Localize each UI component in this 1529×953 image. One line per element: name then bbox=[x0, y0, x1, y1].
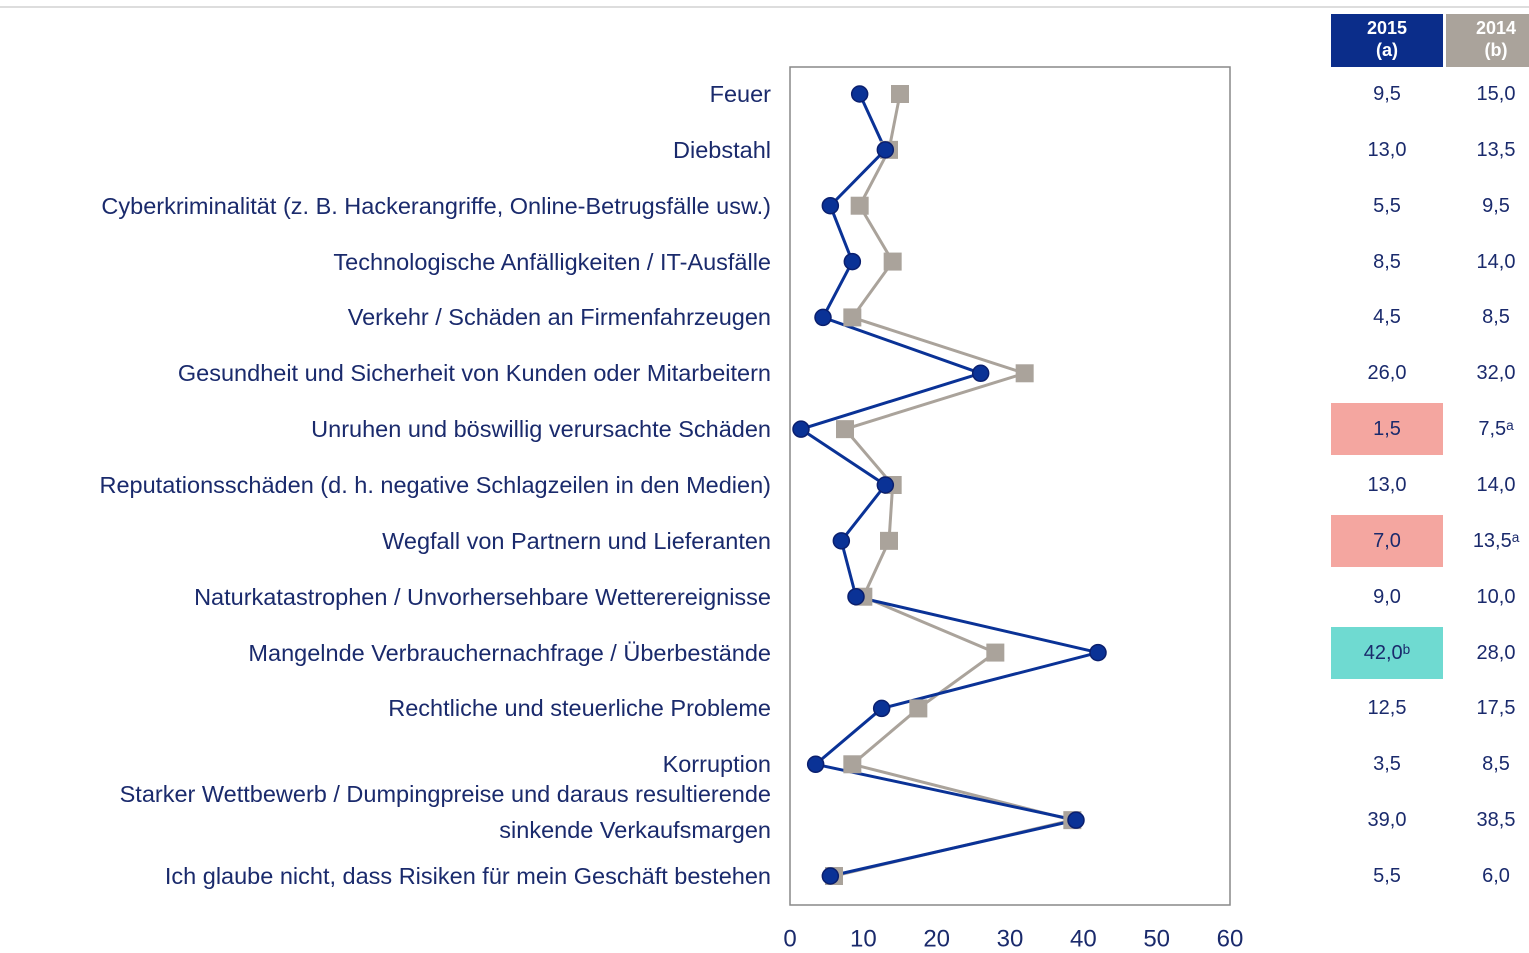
marker bbox=[836, 420, 854, 439]
value-cell: 42,0ᵇ bbox=[1331, 626, 1443, 679]
marker bbox=[821, 196, 840, 215]
marker bbox=[843, 252, 862, 271]
header-sub: (b) bbox=[1484, 40, 1508, 60]
category-label: Ich glaube nicht, dass Risiken für mein … bbox=[164, 863, 771, 889]
value-cell: 8,5 bbox=[1373, 250, 1401, 273]
marker bbox=[1067, 811, 1085, 829]
value-cell: 1,5 bbox=[1331, 403, 1443, 456]
value-cell: 12,5 bbox=[1367, 697, 1407, 720]
value-cell: 32,0 bbox=[1476, 362, 1516, 385]
value-cell: 14,0 bbox=[1476, 474, 1516, 496]
category-label: Naturkatastrophen / Unvorhersehbare Wett… bbox=[194, 583, 771, 610]
plot-frame bbox=[789, 66, 1231, 906]
category-label: Unruhen und böswillig verursachte Schäde… bbox=[311, 416, 771, 443]
marker bbox=[872, 699, 891, 718]
marker bbox=[806, 755, 825, 774]
marker bbox=[880, 531, 898, 550]
series-line bbox=[833, 93, 1073, 878]
category-label: Cyberkriminalität (z. B. Hackerangriffe,… bbox=[101, 192, 771, 219]
marker bbox=[883, 252, 902, 271]
marker bbox=[792, 420, 810, 438]
value-cell: 9,0 bbox=[1373, 585, 1401, 608]
marker bbox=[876, 141, 895, 159]
x-tick-label: 50 bbox=[1143, 925, 1170, 952]
marker bbox=[814, 308, 832, 327]
x-tick-label: 30 bbox=[997, 925, 1024, 952]
value-cell: 38,5 bbox=[1476, 809, 1516, 832]
value-cell: 5,5 bbox=[1373, 194, 1401, 217]
value-cell: 4,5 bbox=[1373, 306, 1401, 329]
x-tick-label: 60 bbox=[1217, 925, 1244, 952]
value-cell: 8,5 bbox=[1482, 753, 1510, 776]
category-label: Diebstahl bbox=[673, 136, 771, 163]
column-header: 2015 (a) bbox=[1331, 14, 1443, 67]
marker bbox=[986, 643, 1005, 662]
marker bbox=[850, 196, 869, 215]
value-cell: 39,0 bbox=[1367, 809, 1407, 832]
value-cell: 9,5 bbox=[1373, 83, 1401, 105]
x-tick-label: 0 bbox=[783, 925, 796, 952]
header-name: 2014 bbox=[1475, 18, 1517, 38]
marker bbox=[971, 364, 990, 383]
value-cell: 9,5 bbox=[1482, 194, 1510, 217]
category-label: Starker Wettbewerb / Dumpingpreise und d… bbox=[119, 781, 771, 844]
marker bbox=[1015, 364, 1034, 383]
category-label: Technologische Anfälligkeiten / IT-Ausfä… bbox=[333, 248, 771, 275]
value-cell: 7,0 bbox=[1331, 514, 1443, 567]
category-label: Mangelnde Verbrauchernachfrage / Überbes… bbox=[248, 639, 771, 666]
value-cell: 13,0 bbox=[1367, 138, 1407, 161]
value-cell: 7,5ᵃ bbox=[1478, 418, 1514, 441]
value-cell: 5,5 bbox=[1373, 865, 1401, 887]
x-tick-label: 20 bbox=[923, 925, 950, 952]
x-tick-label: 40 bbox=[1070, 925, 1097, 952]
category-label: Wegfall von Partnern und Lieferanten bbox=[382, 527, 771, 554]
header-sub: (a) bbox=[1376, 40, 1398, 60]
header-name: 2015 bbox=[1366, 18, 1408, 38]
value-cell: 3,5 bbox=[1373, 753, 1401, 776]
column-header: 2014 (b) bbox=[1446, 14, 1529, 67]
marker bbox=[876, 476, 895, 494]
value-cell: 13,5ᵃ bbox=[1472, 529, 1520, 552]
value-cell: 8,5 bbox=[1482, 306, 1510, 329]
x-tick-label: 10 bbox=[850, 925, 877, 952]
marker bbox=[1089, 643, 1107, 662]
marker bbox=[821, 867, 840, 885]
category-label: Reputationsschäden (d. h. negative Schla… bbox=[99, 472, 772, 498]
category-label: Rechtliche und steuerliche Probleme bbox=[388, 695, 771, 722]
value-cell: 15,0 bbox=[1476, 83, 1516, 105]
value-cell: 13,0 bbox=[1367, 474, 1407, 496]
category-label: Verkehr / Schäden an Firmenfahrzeugen bbox=[347, 304, 771, 331]
category-label: Gesundheit und Sicherheit von Kunden ode… bbox=[177, 360, 771, 387]
value-cell: 6,0 bbox=[1482, 865, 1510, 887]
marker bbox=[891, 85, 909, 103]
marker bbox=[832, 532, 851, 550]
value-cell: 10,0 bbox=[1476, 585, 1516, 608]
value-cell: 17,5 bbox=[1476, 697, 1516, 720]
marker bbox=[909, 699, 928, 718]
category-label: Korruption bbox=[662, 751, 771, 778]
marker bbox=[847, 587, 865, 606]
marker bbox=[843, 308, 862, 327]
value-cell: 26,0 bbox=[1367, 362, 1407, 385]
marker bbox=[843, 755, 862, 774]
value-cell: 13,5 bbox=[1476, 138, 1516, 161]
category-label: Feuer bbox=[709, 81, 771, 107]
value-cell: 14,0 bbox=[1476, 250, 1516, 273]
value-cell: 28,0 bbox=[1476, 641, 1516, 664]
marker bbox=[850, 85, 869, 103]
